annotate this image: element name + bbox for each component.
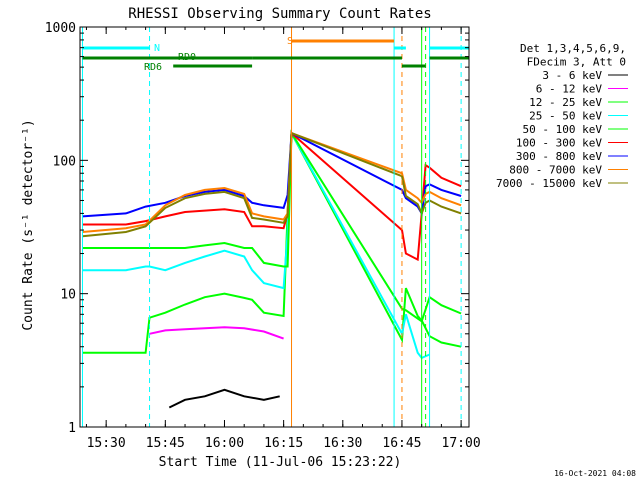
series-line-3 [82,129,430,360]
series-line-0 [168,388,280,409]
legend-header-1: FDecim 3, Att 0 [527,56,626,69]
plot-frame [79,26,470,428]
legend: Det 1,3,4,5,6,9,FDecim 3, Att 03 - 6 keV… [496,42,628,190]
legend-label-5: 100 - 300 keV [516,137,602,150]
y-tick-label-1: 10 [60,288,76,303]
legend-label-3: 25 - 50 keV [529,110,602,123]
marker-line-layer [81,27,462,427]
x-tick-label-2: 16:00 [205,436,244,451]
x-tick-label-0: 15:30 [87,436,126,451]
y-tick-label-2: 100 [53,154,76,169]
legend-label-1: 6 - 12 keV [536,83,603,96]
y-axis-label: Count Rate (s⁻¹ detector⁻¹) [21,119,36,330]
legend-label-8: 7000 - 15000 keV [496,177,602,190]
x-tick-label-3: 16:15 [264,436,303,451]
x-tick-label-1: 15:45 [146,436,185,451]
axis-layer: 15:30 15:45 16:00 16:15 16:30 16:45 17:00 1 10 10… [45,21,481,451]
x-tick-label-5: 16:45 [382,436,421,451]
generation-date: 16-Oct-2021 04:08 [554,469,636,478]
legend-label-2: 12 - 25 keV [529,96,602,109]
state-label-rd6: RD6 [144,62,162,73]
legend-label-4: 50 - 100 keV [523,123,603,136]
state-bar-layer: N S RD0 RD6 [82,36,469,73]
legend-label-6: 300 - 800 keV [516,150,602,163]
state-label-n: N [154,43,160,54]
series-line-2 [82,129,462,354]
series-line-5 [82,130,462,262]
series-line-8 [82,131,462,238]
chart-title: RHESSI Observing Summary Count Rates [128,6,431,22]
x-tick-label-4: 16:30 [323,436,362,451]
legend-label-7: 800 - 7000 keV [509,164,602,177]
series-layer [82,129,462,409]
y-tick-label-0: 1 [68,421,76,436]
legend-label-0: 3 - 6 keV [542,69,602,82]
x-tick-label-6: 17:00 [442,436,481,451]
series-line-1 [149,326,284,340]
state-label-s: S [287,36,293,47]
y-tick-label-3: 1000 [45,21,76,36]
legend-header-0: Det 1,3,4,5,6,9, [520,42,626,55]
x-axis-label: Start Time (11-Jul-06 15:23:22) [159,455,402,470]
state-label-rd0: RD0 [178,52,196,63]
series-line-7 [82,131,462,233]
